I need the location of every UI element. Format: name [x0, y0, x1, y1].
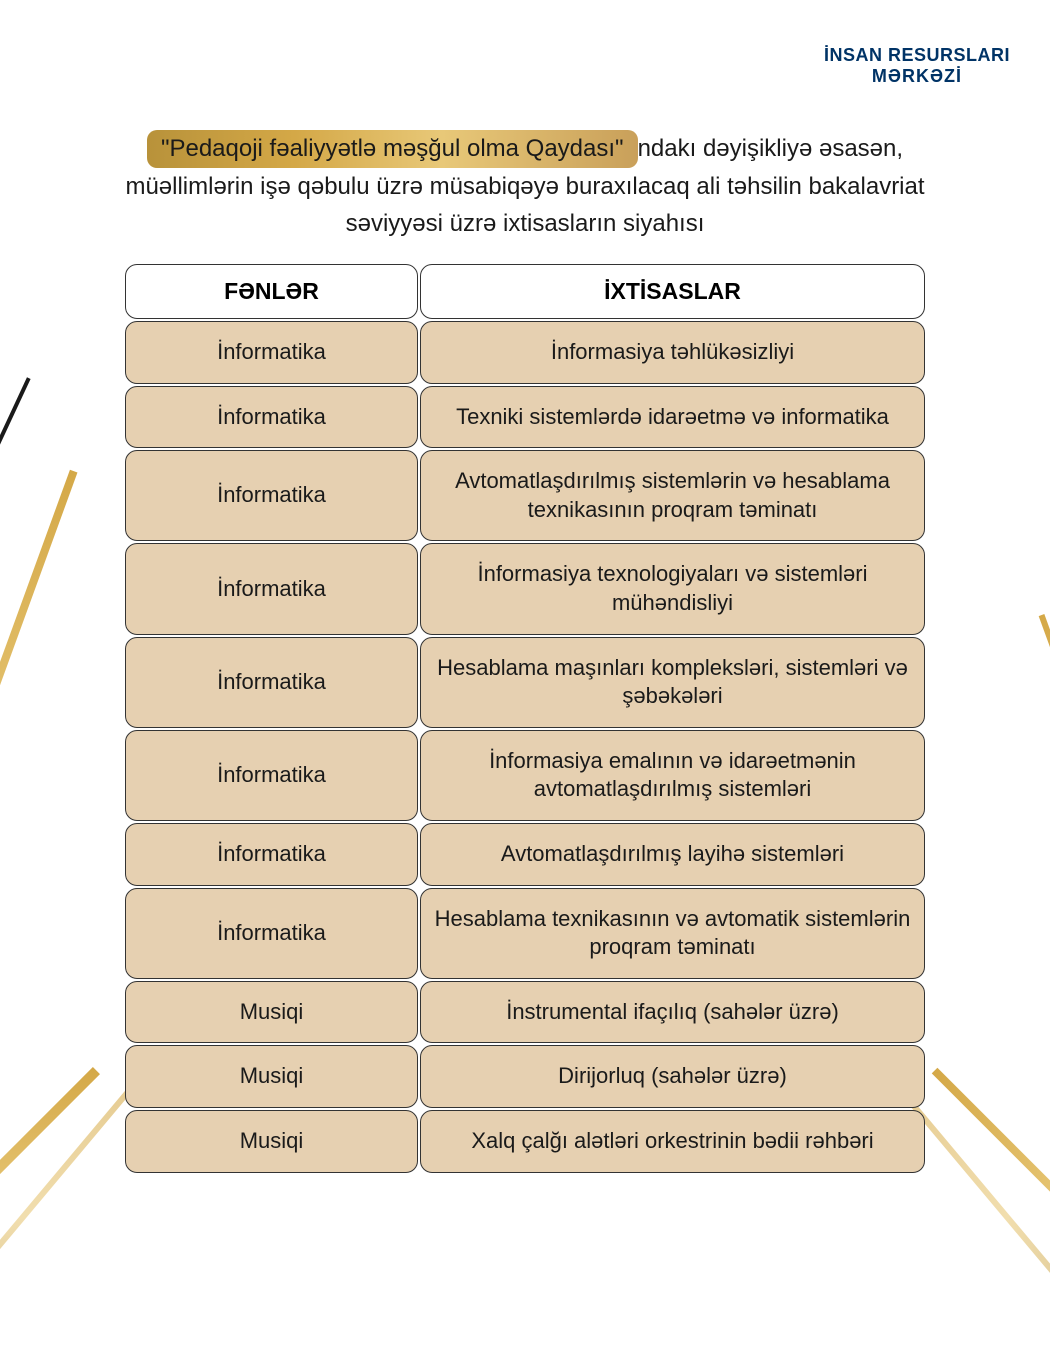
logo-text-line1: İNSAN RESURSLARI: [824, 45, 1010, 66]
title-highlight: "Pedaqoji fəaliyyətlə məşğul olma Qaydas…: [147, 130, 638, 168]
decor-line: [0, 470, 77, 1131]
table-row: MusiqiDirijorluq (sahələr üzrə): [125, 1045, 925, 1108]
cell-specialty: Hesablama texnikasının və avtomatik sist…: [420, 888, 925, 979]
cell-subject: Musiqi: [125, 1045, 418, 1108]
table-row: İnformatikaHesablama maşınları kompleksl…: [125, 637, 925, 728]
cell-specialty: Dirijorluq (sahələr üzrə): [420, 1045, 925, 1108]
decor-line: [0, 1067, 100, 1357]
cell-subject: Musiqi: [125, 981, 418, 1044]
cell-subject: İnformatika: [125, 823, 418, 886]
table-row: MusiqiXalq çalğı alətləri orkestrinin bə…: [125, 1110, 925, 1173]
cell-specialty: Xalq çalğı alətləri orkestrinin bədii rə…: [420, 1110, 925, 1173]
cell-subject: İnformatika: [125, 386, 418, 449]
table-row: İnformatikaİnformasiya texnologiyaları v…: [125, 543, 925, 634]
decor-line: [932, 1068, 1050, 1356]
cell-specialty: Avtomatlaşdırılmış sistemlərin və hesabl…: [420, 450, 925, 541]
table-row: İnformatikaAvtomatlaşdırılmış sistemləri…: [125, 450, 925, 541]
cell-specialty: Avtomatlaşdırılmış layihə sistemləri: [420, 823, 925, 886]
organization-logo: İNSAN RESURSLARI MƏRKƏZİ: [824, 45, 1010, 87]
decor-line: [0, 1081, 138, 1353]
cell-subject: İnformatika: [125, 543, 418, 634]
decor-line: [1039, 614, 1050, 1086]
cell-specialty: İnformasiya emalının və idarəetmənin avt…: [420, 730, 925, 821]
cell-subject: İnformatika: [125, 730, 418, 821]
cell-specialty: İnstrumental ifaçılıq (sahələr üzrə): [420, 981, 925, 1044]
cell-subject: İnformatika: [125, 637, 418, 728]
cell-specialty: Texniki sistemlərdə idarəetmə və informa…: [420, 386, 925, 449]
cell-subject: Musiqi: [125, 1110, 418, 1173]
table-row: İnformatikaHesablama texnikasının və avt…: [125, 888, 925, 979]
table-row: İnformatikaİnformasiya təhlükəsizliyi: [125, 321, 925, 384]
column-header-subjects: FƏNLƏR: [125, 264, 418, 319]
cell-subject: İnformatika: [125, 321, 418, 384]
column-header-specialties: İXTİSASLAR: [420, 264, 925, 319]
subjects-table: FƏNLƏR İXTİSASLAR İnformatikaİnformasiya…: [125, 264, 925, 1173]
cell-subject: İnformatika: [125, 450, 418, 541]
cell-specialty: İnformasiya təhlükəsizliyi: [420, 321, 925, 384]
page-title: "Pedaqoji fəaliyyətlə məşğul olma Qaydas…: [85, 130, 965, 242]
table-row: İnformatikaTexniki sistemlərdə idarəetmə…: [125, 386, 925, 449]
cell-subject: İnformatika: [125, 888, 418, 979]
table-header-row: FƏNLƏR İXTİSASLAR: [125, 264, 925, 319]
table-row: Musiqiİnstrumental ifaçılıq (sahələr üzr…: [125, 981, 925, 1044]
cell-specialty: İnformasiya texnologiyaları və sistemlər…: [420, 543, 925, 634]
table-row: İnformatikaİnformasiya emalının və idarə…: [125, 730, 925, 821]
logo-text-line2: MƏRKƏZİ: [824, 66, 1010, 87]
cell-specialty: Hesablama maşınları kompleksləri, sistem…: [420, 637, 925, 728]
table-row: İnformatikaAvtomatlaşdırılmış layihə sis…: [125, 823, 925, 886]
table-body: İnformatikaİnformasiya təhlükəsizliyiİnf…: [125, 321, 925, 1173]
